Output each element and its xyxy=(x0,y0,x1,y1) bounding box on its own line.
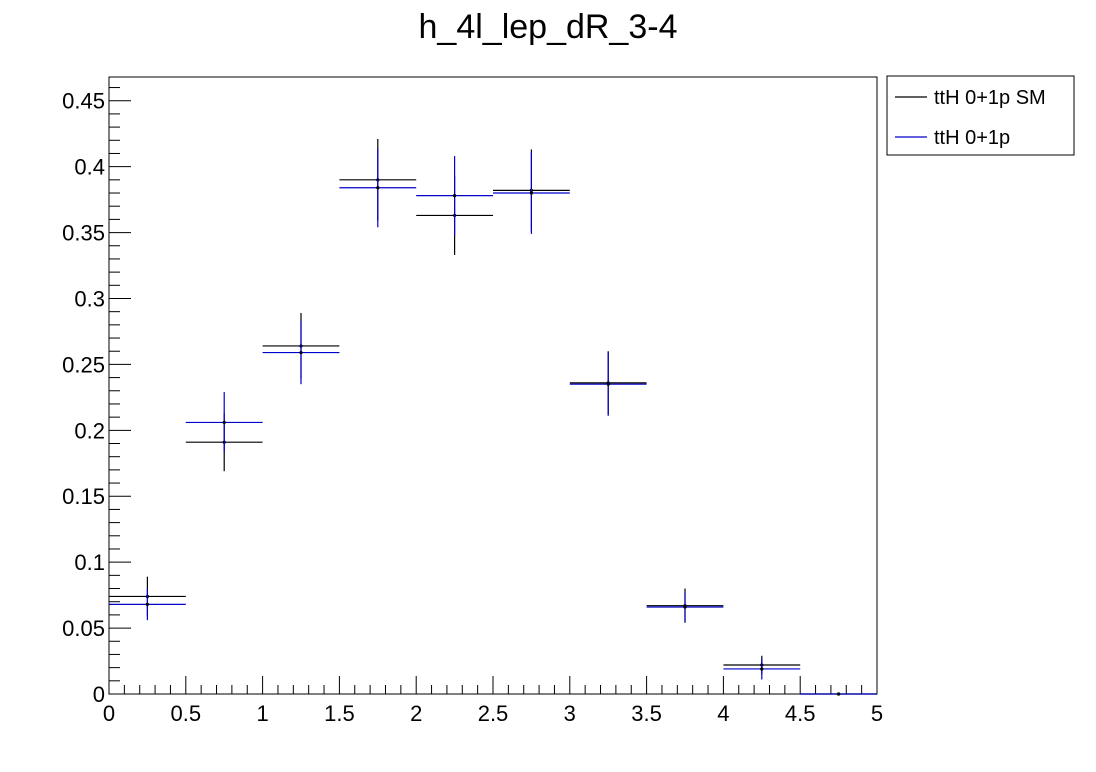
legend: ttH 0+1p SM ttH 0+1p xyxy=(886,75,1075,156)
x-tick-label: 1 xyxy=(256,701,268,726)
data-point xyxy=(800,692,877,696)
legend-entry: ttH 0+1p xyxy=(895,127,1010,149)
y-tick-label: 0.25 xyxy=(62,352,105,377)
x-tick-label: 3 xyxy=(564,701,576,726)
marker xyxy=(837,692,841,696)
y-tick-label: 0 xyxy=(93,682,105,707)
series-ttH-0p1p xyxy=(109,148,877,696)
chart-title: h_4l_lep_dR_3-4 xyxy=(419,8,678,46)
x-tick-label: 3.5 xyxy=(631,701,662,726)
y-tick-label: 0.3 xyxy=(74,286,105,311)
marker xyxy=(760,667,764,671)
y-tick-label: 0.4 xyxy=(74,155,105,180)
y-tick-label: 0.15 xyxy=(62,484,105,509)
marker xyxy=(376,186,380,190)
marker xyxy=(529,191,534,195)
data-point xyxy=(646,592,724,622)
marker xyxy=(299,350,303,355)
data-point xyxy=(416,156,493,236)
marker xyxy=(145,602,149,606)
data-point xyxy=(109,588,186,621)
x-tick-label: 5 xyxy=(871,701,883,726)
legend-box xyxy=(886,75,1075,156)
legend-label: ttH 0+1p xyxy=(934,127,1010,149)
data-point xyxy=(723,658,801,680)
y-tick-label: 0.1 xyxy=(74,550,105,575)
marker xyxy=(453,194,457,198)
marker xyxy=(222,420,226,425)
x-tick-label: 2 xyxy=(410,701,422,726)
y-tick-label: 0.35 xyxy=(62,221,105,246)
x-tick-label: 1.5 xyxy=(324,701,355,726)
data-point xyxy=(262,320,340,385)
data-point xyxy=(569,352,647,416)
x-tick-label: 0 xyxy=(103,701,115,726)
y-tick-label: 0.45 xyxy=(62,89,105,114)
x-tick-label: 4 xyxy=(717,701,729,726)
legend-label: ttH 0+1p SM xyxy=(934,87,1046,109)
marker xyxy=(606,382,610,386)
x-tick-label: 0.5 xyxy=(171,701,202,726)
plot-frame xyxy=(108,76,878,695)
y-tick-label: 0.05 xyxy=(62,616,105,641)
x-tick-label: 2.5 xyxy=(478,701,509,726)
y-tick-label: 0.2 xyxy=(74,418,105,443)
marker xyxy=(683,605,687,609)
data-point xyxy=(339,148,417,228)
x-tick-label: 4.5 xyxy=(785,701,816,726)
plot-area: 0 0.5 1 1.5 2 2.5 3 3.5 4 4.5 5 0 0.05 0.1 0.15 0.2 0.25… xyxy=(62,76,883,726)
data-point xyxy=(493,152,570,234)
data-point xyxy=(185,392,263,453)
legend-entry: ttH 0+1p SM xyxy=(895,87,1046,109)
